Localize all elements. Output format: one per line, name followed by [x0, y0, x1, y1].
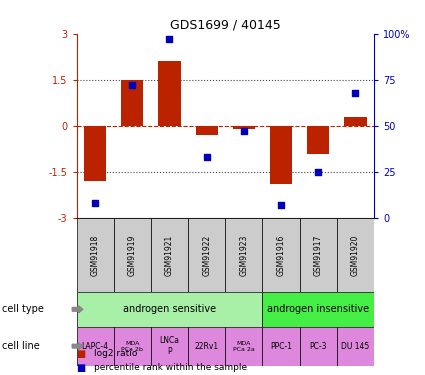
Bar: [262, 327, 300, 366]
Text: PC-3: PC-3: [309, 342, 327, 351]
Point: [241, 129, 247, 135]
Bar: [225, 218, 262, 292]
Point: [278, 202, 284, 208]
Point: [166, 36, 173, 42]
Text: MDA
PCa 2a: MDA PCa 2a: [233, 341, 255, 352]
Text: percentile rank within the sample: percentile rank within the sample: [94, 363, 246, 372]
Text: ■: ■: [76, 363, 86, 372]
Text: androgen sensitive: androgen sensitive: [123, 304, 216, 314]
Bar: [337, 327, 374, 366]
Bar: [300, 218, 337, 292]
Bar: [307, 126, 329, 154]
Bar: [300, 327, 337, 366]
Point: [203, 154, 210, 160]
Text: GSM91918: GSM91918: [91, 234, 99, 276]
Text: androgen insensitive: androgen insensitive: [267, 304, 369, 314]
Text: LNCa
P: LNCa P: [159, 336, 179, 356]
Bar: [188, 327, 225, 366]
Title: GDS1699 / 40145: GDS1699 / 40145: [170, 18, 280, 31]
Text: GSM91923: GSM91923: [239, 234, 248, 276]
Text: GSM91917: GSM91917: [314, 234, 323, 276]
Bar: [76, 327, 113, 366]
Text: LAPC-4: LAPC-4: [82, 342, 109, 351]
Text: 22Rv1: 22Rv1: [195, 342, 219, 351]
Bar: [76, 292, 262, 327]
Text: log2 ratio: log2 ratio: [94, 349, 137, 358]
Point: [352, 90, 359, 96]
Text: PPC-1: PPC-1: [270, 342, 292, 351]
Text: DU 145: DU 145: [341, 342, 369, 351]
Text: GSM91919: GSM91919: [128, 234, 137, 276]
Bar: [232, 126, 255, 129]
Text: MDA
PCa 2b: MDA PCa 2b: [122, 341, 143, 352]
Bar: [76, 218, 113, 292]
Bar: [158, 62, 181, 126]
Bar: [262, 218, 300, 292]
Text: GSM91916: GSM91916: [277, 234, 286, 276]
Bar: [337, 218, 374, 292]
Bar: [84, 126, 106, 181]
Bar: [113, 327, 151, 366]
Text: GSM91920: GSM91920: [351, 234, 360, 276]
Bar: [344, 117, 366, 126]
Bar: [151, 327, 188, 366]
Text: GSM91921: GSM91921: [165, 234, 174, 276]
Text: cell type: cell type: [2, 304, 44, 314]
Bar: [113, 218, 151, 292]
Bar: [262, 292, 374, 327]
Text: GSM91922: GSM91922: [202, 234, 211, 276]
Text: cell line: cell line: [2, 341, 40, 351]
Bar: [196, 126, 218, 135]
Bar: [188, 218, 225, 292]
Text: ■: ■: [76, 349, 86, 358]
Bar: [270, 126, 292, 184]
Bar: [121, 80, 143, 126]
Point: [92, 200, 99, 206]
Point: [129, 82, 136, 88]
Point: [315, 169, 322, 175]
Bar: [151, 218, 188, 292]
Bar: [225, 327, 262, 366]
